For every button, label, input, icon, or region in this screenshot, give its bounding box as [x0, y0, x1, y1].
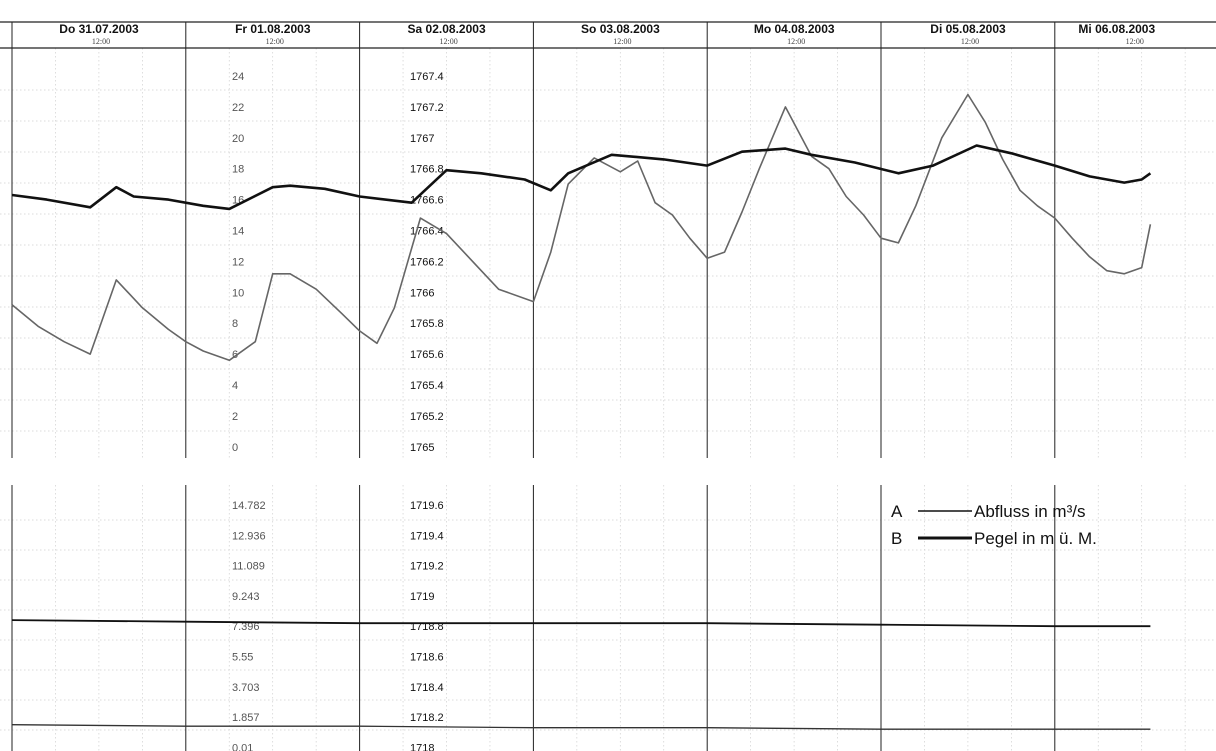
day-label: Di 05.08.2003 [930, 22, 1006, 36]
left-tick-label: 0.01 [232, 742, 253, 751]
right-tick-label: 1766 [410, 287, 434, 299]
day-label: Mi 06.08.2003 [1078, 22, 1155, 36]
left-tick-label: 8 [232, 318, 238, 330]
right-tick-label: 1765.2 [410, 411, 444, 423]
right-tick-label: 1766.2 [410, 256, 444, 268]
left-tick-label: 9.243 [232, 591, 260, 603]
grid-lines [0, 48, 1216, 751]
time-label: 12:00 [961, 37, 979, 46]
right-tick-label: 1718.4 [410, 682, 444, 694]
left-tick-label: 12 [232, 256, 244, 268]
right-tick-label: 1765.6 [410, 349, 444, 361]
day-label: Sa 02.08.2003 [408, 22, 486, 36]
left-tick-label: 24 [232, 71, 244, 83]
right-tick-label: 1718 [410, 742, 434, 751]
time-label: 12:00 [1126, 37, 1144, 46]
left-tick-label: 12.936 [232, 530, 266, 542]
right-tick-label: 1765 [410, 442, 434, 454]
time-label: 12:00 [439, 37, 457, 46]
left-tick-label: 20 [232, 133, 244, 145]
data-series [11, 93, 1152, 730]
pegel-line-lower [11, 619, 1151, 628]
left-tick-label: 1.857 [232, 712, 260, 724]
tick-labels: 2422201816141210864201767.41767.21767176… [232, 71, 444, 751]
left-tick-label: 11.089 [232, 561, 265, 573]
right-tick-label: 1719.6 [410, 500, 444, 512]
right-tick-label: 1765.4 [410, 380, 444, 392]
left-tick-label: 3.703 [232, 682, 260, 694]
legend-label: Abfluss in m³/s [974, 502, 1085, 521]
time-label: 12:00 [92, 37, 110, 46]
legend: A Abfluss in m³/s B Pegel in m ü. M. [891, 502, 1097, 548]
left-tick-label: 10 [232, 287, 244, 299]
time-label: 12:00 [613, 37, 631, 46]
right-tick-label: 1718.8 [410, 621, 444, 633]
right-tick-label: 1719.2 [410, 561, 444, 573]
day-label: Fr 01.08.2003 [235, 22, 311, 36]
right-tick-label: 1766.4 [410, 226, 444, 238]
right-tick-label: 1767.2 [410, 102, 444, 114]
right-tick-label: 1767.4 [410, 71, 444, 83]
day-dividers [11, 22, 1056, 751]
left-tick-label: 14.782 [232, 500, 266, 512]
left-tick-label: 0 [232, 442, 238, 454]
legend-label: Pegel in m ü. M. [974, 529, 1097, 548]
right-tick-label: 1718.2 [410, 712, 444, 724]
left-tick-label: 18 [232, 164, 244, 176]
left-tick-label: 6 [232, 349, 238, 361]
day-label: Mo 04.08.2003 [754, 22, 835, 36]
right-tick-label: 1765.8 [410, 318, 444, 330]
right-tick-label: 1766.8 [410, 164, 444, 176]
pegel-line [11, 144, 1152, 211]
legend-key: B [891, 529, 902, 548]
abfluss-line [11, 93, 1152, 362]
left-tick-label: 22 [232, 102, 244, 114]
right-tick-label: 1767 [410, 133, 434, 145]
right-tick-label: 1718.6 [410, 652, 444, 664]
time-label: 12:00 [266, 37, 284, 46]
right-tick-label: 1719.4 [410, 530, 444, 542]
left-tick-label: 14 [232, 226, 244, 238]
left-tick-label: 2 [232, 411, 238, 423]
legend-key: A [891, 502, 903, 521]
left-tick-label: 5.55 [232, 652, 253, 664]
left-tick-label: 7.396 [232, 621, 260, 633]
reference-line-lower [11, 724, 1151, 730]
right-tick-label: 1719 [410, 591, 434, 603]
time-label: 12:00 [787, 37, 805, 46]
day-label: So 03.08.2003 [581, 22, 660, 36]
day-label: Do 31.07.2003 [59, 22, 139, 36]
left-tick-label: 4 [232, 380, 238, 392]
